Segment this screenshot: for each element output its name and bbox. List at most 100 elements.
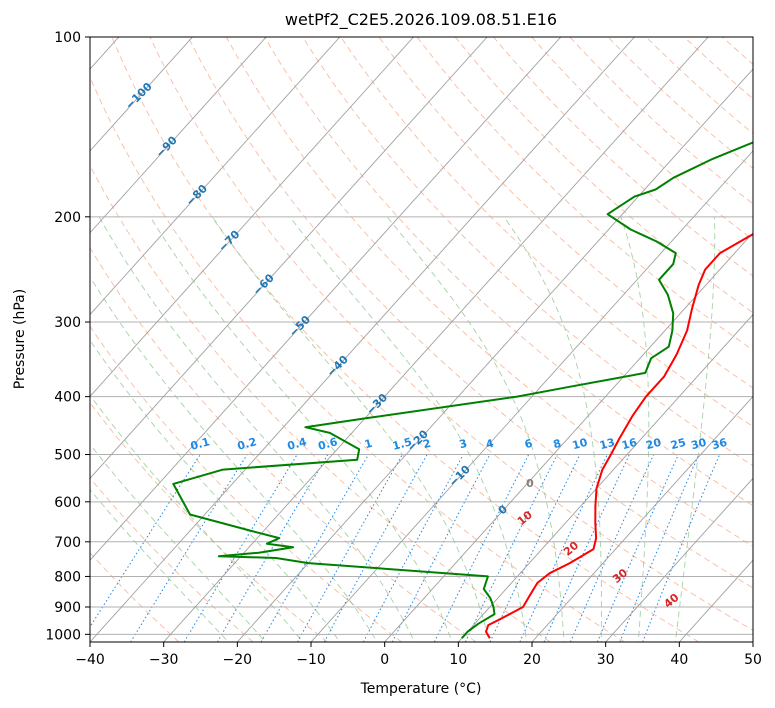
y-tick-label: 700 xyxy=(54,535,81,551)
isotherm-line xyxy=(236,68,753,642)
x-tick-label: −40 xyxy=(75,652,105,668)
x-tick-label: 30 xyxy=(597,652,615,668)
isotherm-line xyxy=(90,37,562,561)
dewpoint-profile xyxy=(172,141,753,639)
mixing-ratio-line xyxy=(569,454,655,642)
x-tick-label: −30 xyxy=(149,652,179,668)
mixing-ratio-line xyxy=(362,454,464,642)
isotherm-line xyxy=(90,37,414,398)
dry-adiabat xyxy=(340,37,753,428)
moist-adiabat xyxy=(620,216,650,642)
y-tick-label: 900 xyxy=(54,600,81,616)
isotherm-line xyxy=(90,37,267,234)
moist-adiabat xyxy=(674,216,716,642)
isotherm-line xyxy=(90,37,488,479)
mixing-ratio-label: 10 xyxy=(571,436,589,453)
isotherm-line xyxy=(90,37,193,152)
mixing-ratio-line xyxy=(183,454,298,642)
temperature-profile xyxy=(485,233,753,639)
y-tick-label: 500 xyxy=(54,448,81,464)
mixing-ratio-label: 13 xyxy=(598,436,616,453)
y-tick-label: 300 xyxy=(54,315,81,331)
mixing-ratio-line xyxy=(543,454,630,642)
isotherm-line xyxy=(90,37,635,642)
isotherms xyxy=(90,37,753,642)
moist-adiabat xyxy=(90,339,341,642)
isotherm-line xyxy=(457,313,753,642)
y-tick-label: 100 xyxy=(54,30,81,46)
mixing-ratio-label: 2 xyxy=(422,437,433,452)
moist-adiabat xyxy=(90,488,229,642)
y-axis-label: Pressure (hPa) xyxy=(12,289,28,389)
dry-adiabat xyxy=(90,246,477,642)
y-tick-label: 600 xyxy=(54,495,81,511)
plot-area: −100−90−80−70−60−50−40−30−20−1000.1 0.2 0.… xyxy=(90,37,753,642)
mixing-ratio-line xyxy=(216,454,329,642)
mixing-ratio-label: 20 xyxy=(644,436,662,453)
x-tick-label: −10 xyxy=(296,652,326,668)
x-tick-label: 40 xyxy=(670,652,688,668)
moist-adiabat xyxy=(90,276,378,642)
dry-adiabat xyxy=(302,37,753,467)
isotherm-line xyxy=(163,37,709,642)
mixing-ratio-label: 30 xyxy=(690,436,708,453)
mixing-ratio-line xyxy=(260,454,369,642)
mixing-ratio-label: 4 xyxy=(484,437,495,452)
isotherm-line xyxy=(605,477,753,642)
mixing-ratio-label: 25 xyxy=(669,436,687,453)
mixing-ratio-label: 0.2 xyxy=(236,435,258,453)
mixing-ratio-label: 16 xyxy=(620,436,638,453)
mixing-ratio-label: 3 xyxy=(458,437,469,452)
dry-adiabat xyxy=(378,37,753,389)
x-tick-label: −20 xyxy=(223,652,253,668)
mixing-ratio-label: 0.1 xyxy=(189,435,211,453)
moist-adiabat xyxy=(503,216,602,642)
mixing-ratio-label: 8 xyxy=(552,437,563,452)
x-tick-label: 50 xyxy=(744,652,762,668)
dry-adiabat xyxy=(264,37,753,507)
dry-adiabat xyxy=(225,37,753,547)
isotherm-line xyxy=(531,395,753,642)
y-tick-label: 400 xyxy=(54,390,81,406)
mixing-ratio-label: 6 xyxy=(523,437,534,452)
mixing-ratio-label: 0.6 xyxy=(317,435,340,453)
dry-adiabat xyxy=(90,552,180,642)
mixing-ratio-label: 0.4 xyxy=(286,435,309,453)
moist-adiabat xyxy=(90,394,304,642)
y-axis: 100 200 300 400 500 600 700 800 900 1000 xyxy=(45,30,90,643)
dry-adiabat xyxy=(111,37,700,642)
dry-adiabat xyxy=(90,164,551,642)
x-axis-label: Temperature (°C) xyxy=(360,681,482,697)
y-tick-label: 800 xyxy=(54,569,81,585)
isotherm-line xyxy=(90,37,341,316)
mixing-ratio-line xyxy=(90,454,201,628)
moist-adiabats xyxy=(90,216,716,642)
moist-adiabat xyxy=(386,216,565,642)
x-tick-label: 0 xyxy=(380,652,389,668)
plot-frame xyxy=(89,36,754,643)
y-tick-label: 200 xyxy=(54,210,81,226)
isotherm-line xyxy=(384,232,753,642)
mixing-ratio-line xyxy=(642,454,721,642)
dry-adiabats xyxy=(90,37,753,642)
y-tick-label: 1000 xyxy=(45,627,81,643)
moist-adiabat xyxy=(98,216,416,642)
moist-adiabat xyxy=(212,216,490,642)
moist-adiabat xyxy=(149,216,453,642)
freezing-level-label: 0 xyxy=(526,477,534,490)
dry-adiabat xyxy=(454,37,753,314)
mixing-ratio-label: 1.5 xyxy=(391,435,413,453)
chart-title: wetPf2_C2E5.2026.109.08.51.E16 xyxy=(285,10,557,30)
dry-adiabat xyxy=(90,76,625,642)
mixing-ratio-line xyxy=(519,454,608,642)
moist-adiabat xyxy=(289,216,528,642)
x-axis: −40 −30 −20 −10 0 10 20 30 40 50 xyxy=(75,642,762,668)
sounding-series xyxy=(172,141,753,639)
mixing-ratio-label: 36 xyxy=(710,436,728,453)
mixing-ratio-line xyxy=(489,454,581,642)
dry-adiabat xyxy=(90,477,254,642)
dry-adiabat xyxy=(149,37,753,631)
x-tick-label: 20 xyxy=(523,652,541,668)
